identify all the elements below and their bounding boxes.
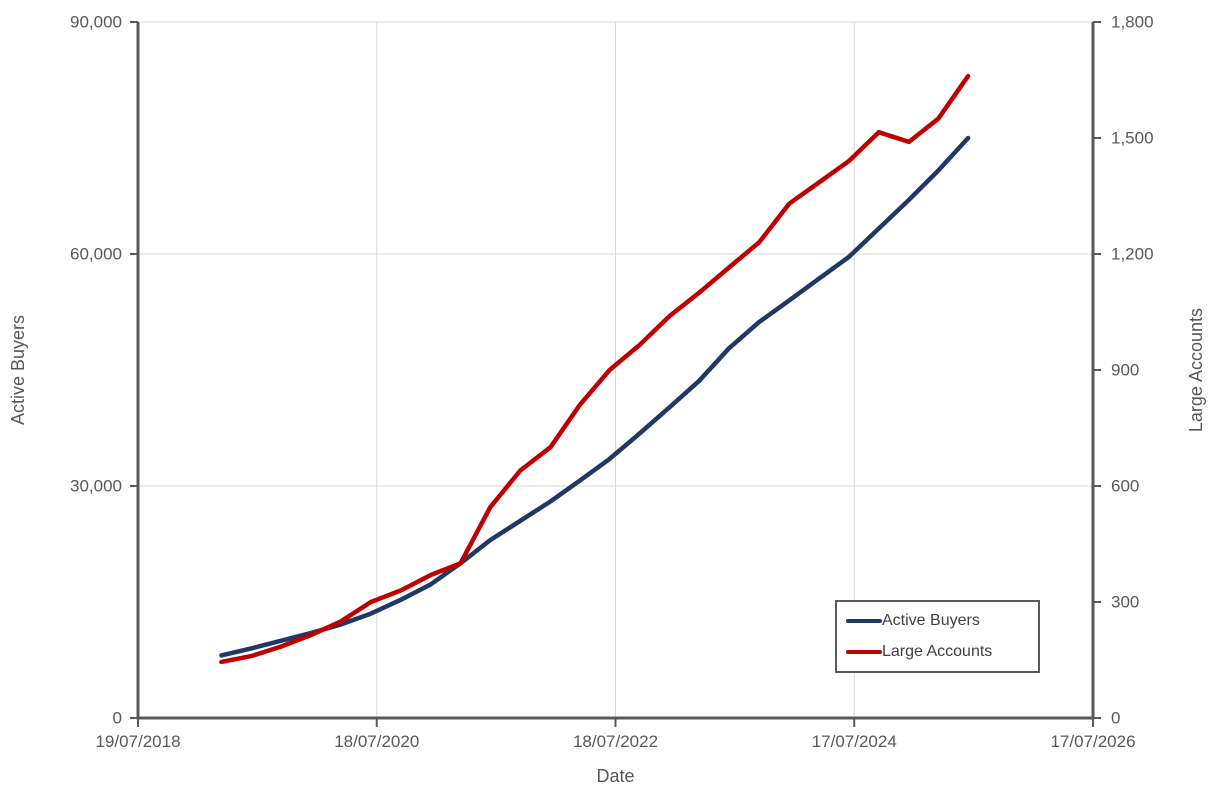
y-right-tick-label: 1,800 [1111, 12, 1154, 32]
legend-item-large-accounts: Large Accounts [846, 640, 1038, 664]
y-right-tick-label: 600 [1111, 476, 1140, 496]
left-axis-title: Active Buyers [8, 314, 28, 426]
right-axis-title: Large Accounts [1186, 307, 1206, 433]
y-left-tick-label: 60,000 [70, 244, 122, 264]
y-left-tick-label: 90,000 [70, 12, 122, 32]
x-tick-label: 19/07/2018 [95, 732, 181, 751]
y-right-tick-label: 300 [1111, 592, 1140, 612]
x-axis-title: Date [596, 766, 635, 786]
right-axis-title-wrap: Large Accounts [1186, 22, 1207, 718]
large-accounts-line-swatch [846, 650, 882, 654]
x-tick-label: 17/07/2024 [811, 732, 897, 751]
legend-item-active-buyers: Active Buyers [846, 609, 1038, 633]
y-left-tick-label: 30,000 [70, 476, 122, 496]
active-buyers-line-swatch [846, 619, 882, 623]
left-axis-title-wrap: Active Buyers [8, 22, 29, 718]
y-right-tick-label: 900 [1111, 360, 1140, 380]
large-accounts-line [219, 73, 971, 665]
x-tick-label: 17/07/2026 [1050, 732, 1136, 751]
legend: Active Buyers Large Accounts [835, 600, 1040, 673]
legend-label-active-buyers: Active Buyers [882, 612, 980, 629]
x-tick-label: 18/07/2022 [572, 732, 659, 751]
y-right-tick-label: 1,500 [1111, 128, 1154, 148]
x-tick-label: 18/07/2020 [334, 732, 420, 751]
y-right-tick-label: 0 [1111, 708, 1121, 728]
active-buyers-line [219, 135, 971, 658]
y-right-tick-label: 1,200 [1111, 244, 1154, 264]
legend-label-large-accounts: Large Accounts [882, 643, 993, 660]
y-left-tick-label: 0 [112, 708, 122, 728]
